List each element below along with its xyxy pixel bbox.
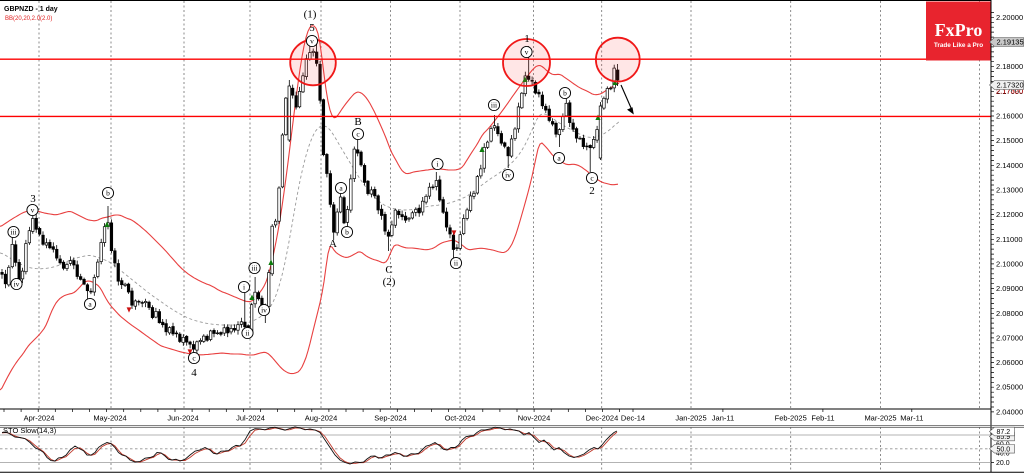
svg-text:iv: iv: [505, 171, 511, 180]
svg-text:i: i: [243, 283, 245, 292]
svg-text:v: v: [310, 37, 314, 46]
svg-text:1: 1: [524, 33, 530, 45]
svg-text:Trade Like a Pro: Trade Like a Pro: [934, 42, 983, 49]
svg-text:2: 2: [589, 185, 595, 197]
svg-text:Jan-11: Jan-11: [712, 414, 734, 423]
svg-text:2.19135: 2.19135: [997, 38, 1024, 47]
svg-text:2.17320: 2.17320: [997, 81, 1024, 90]
svg-text:5: 5: [309, 22, 315, 34]
svg-text:4: 4: [191, 367, 197, 379]
svg-text:(1): (1): [304, 9, 317, 21]
svg-text:Nov-2024: Nov-2024: [518, 414, 551, 423]
svg-text:iii: iii: [10, 228, 16, 237]
svg-text:87.2: 87.2: [997, 429, 1011, 436]
svg-text:2.10000: 2.10000: [996, 259, 1023, 268]
svg-text:40.0: 40.0: [996, 451, 1010, 458]
svg-text:Jun-2024: Jun-2024: [167, 414, 198, 423]
svg-text:20.0: 20.0: [996, 460, 1010, 467]
svg-text:iv: iv: [14, 280, 20, 289]
svg-text:Mar-2025: Mar-2025: [864, 414, 896, 423]
svg-text:3: 3: [30, 193, 36, 205]
svg-text:2.05000: 2.05000: [996, 383, 1023, 392]
svg-text:Jan-2025: Jan-2025: [675, 414, 706, 423]
svg-text:2.20000: 2.20000: [996, 13, 1023, 22]
svg-text:iii: iii: [251, 264, 257, 273]
svg-text:Dec-14: Dec-14: [621, 414, 645, 423]
svg-text:2.14000: 2.14000: [996, 161, 1023, 170]
svg-text:Aug-2024: Aug-2024: [305, 414, 338, 423]
svg-text:c: c: [590, 174, 594, 183]
svg-text:A: A: [329, 238, 337, 250]
svg-text:Apr-2024: Apr-2024: [24, 414, 55, 423]
svg-text:Jul-2024: Jul-2024: [236, 414, 265, 423]
svg-text:2.11000: 2.11000: [996, 235, 1023, 244]
svg-text:(2): (2): [383, 276, 396, 288]
svg-text:Sep-2024: Sep-2024: [374, 414, 407, 423]
svg-text:c: c: [356, 130, 360, 139]
svg-text:2.09000: 2.09000: [996, 284, 1023, 293]
svg-text:B: B: [354, 116, 361, 128]
svg-text:2.15000: 2.15000: [996, 136, 1023, 145]
svg-text:iii: iii: [491, 101, 497, 110]
svg-text:2.16000: 2.16000: [996, 112, 1023, 121]
svg-text:a: a: [557, 154, 561, 163]
svg-text:2.13000: 2.13000: [996, 186, 1023, 195]
svg-text:i: i: [436, 160, 438, 169]
svg-text:2.17000: 2.17000: [996, 87, 1023, 96]
svg-text:b: b: [106, 189, 110, 198]
svg-text:c: c: [192, 354, 196, 363]
svg-text:Dec-2024: Dec-2024: [586, 414, 619, 423]
svg-text:a: a: [339, 184, 343, 193]
svg-text:b: b: [345, 228, 349, 237]
svg-text:ii: ii: [245, 329, 249, 338]
svg-text:2.06000: 2.06000: [996, 358, 1023, 367]
svg-text:Feb-2025: Feb-2025: [775, 414, 807, 423]
svg-text:Mar-11: Mar-11: [900, 414, 923, 423]
svg-text:v: v: [31, 206, 35, 215]
svg-text:b: b: [563, 89, 567, 98]
svg-text:Feb-11: Feb-11: [811, 414, 834, 423]
svg-text:2.12000: 2.12000: [996, 210, 1023, 219]
svg-text:2.04000: 2.04000: [996, 407, 1023, 416]
svg-text:2.17320: 2.17320: [996, 87, 1023, 96]
svg-text:2.07000: 2.07000: [996, 333, 1023, 342]
svg-text:iv: iv: [261, 306, 267, 315]
svg-text:BB(20,20,2.0(2.0): BB(20,20,2.0(2.0): [5, 16, 52, 22]
svg-text:FxPro: FxPro: [935, 20, 983, 40]
svg-text:2.08000: 2.08000: [996, 309, 1023, 318]
svg-text:a: a: [88, 300, 92, 309]
svg-text:C: C: [385, 264, 392, 276]
svg-text:v: v: [525, 48, 529, 57]
svg-text:STO Slow(14,3): STO Slow(14,3): [3, 426, 57, 435]
svg-text:85.9: 85.9: [997, 434, 1011, 441]
svg-text:Oct-2024: Oct-2024: [445, 414, 476, 423]
svg-text:2.18000: 2.18000: [996, 62, 1023, 71]
svg-text:50.0: 50.0: [997, 446, 1011, 453]
svg-text:May-2024: May-2024: [93, 414, 126, 423]
svg-text:ii: ii: [454, 259, 458, 268]
svg-text:GBPNZD - 1 day: GBPNZD - 1 day: [4, 6, 58, 13]
